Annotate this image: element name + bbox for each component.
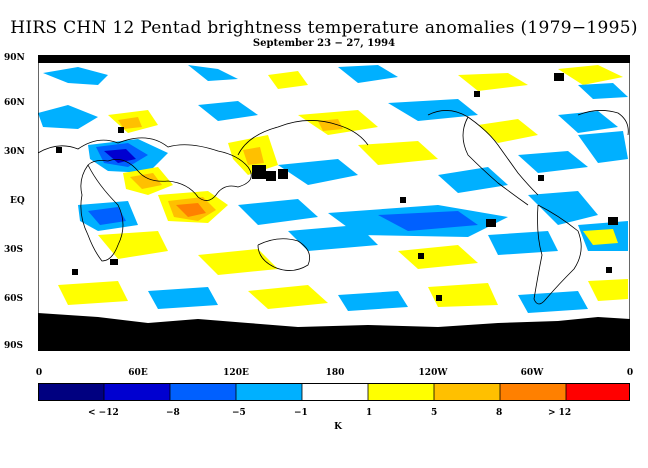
colorbar-label-4: −1	[294, 408, 308, 418]
lat-label-90n: 90N	[4, 53, 25, 63]
colorbar-swatch-4	[236, 383, 302, 401]
colorbar-label-8: > 12	[548, 408, 572, 418]
colorbar-label-2: −8	[166, 408, 180, 418]
lon-label-60e: 60E	[128, 368, 148, 378]
colorbar-swatch-5	[302, 383, 368, 401]
colorbar-label-3: −5	[232, 408, 246, 418]
colorbar-label-1: < −12	[88, 408, 119, 418]
lon-label-60w: 60W	[520, 368, 544, 378]
colorbar-unit: K	[334, 422, 342, 432]
colorbar	[38, 383, 630, 401]
colorbar-swatch-9	[566, 383, 630, 401]
lat-label-30n: 30N	[4, 147, 25, 157]
colorbar-label-6: 5	[431, 408, 438, 418]
lon-label-0: 0	[35, 368, 43, 378]
lon-label-0-east: 0	[626, 368, 634, 378]
colorbar-label-7: 8	[496, 408, 503, 418]
missing-data-layer	[38, 55, 630, 351]
colorbar-swatch-3	[170, 383, 236, 401]
coastline-layer	[38, 110, 630, 351]
lon-label-180: 180	[325, 368, 345, 378]
lat-label-90s: 90S	[4, 341, 24, 351]
colorbar-swatch-2	[104, 383, 170, 401]
lat-label-60n: 60N	[4, 98, 25, 108]
lon-label-120e: 120E	[223, 368, 249, 378]
anomaly-field-layer	[38, 65, 628, 313]
colorbar-swatch-1	[38, 383, 104, 401]
map-subtitle: September 23 − 27, 1994	[252, 38, 396, 49]
lat-label-60s: 60S	[4, 294, 24, 304]
lat-label-30s: 30S	[4, 245, 24, 255]
anomaly-map	[38, 55, 630, 351]
colorbar-swatch-8	[500, 383, 566, 401]
map-title: HIRS CHN 12 Pentad brightness temperatur…	[10, 18, 638, 38]
colorbar-swatch-7	[434, 383, 500, 401]
colorbar-swatch-6	[368, 383, 434, 401]
lon-label-120w: 120W	[418, 368, 448, 378]
colorbar-frame	[38, 383, 630, 401]
colorbar-label-5: 1	[366, 408, 373, 418]
lat-label-eq: EQ	[10, 196, 25, 206]
